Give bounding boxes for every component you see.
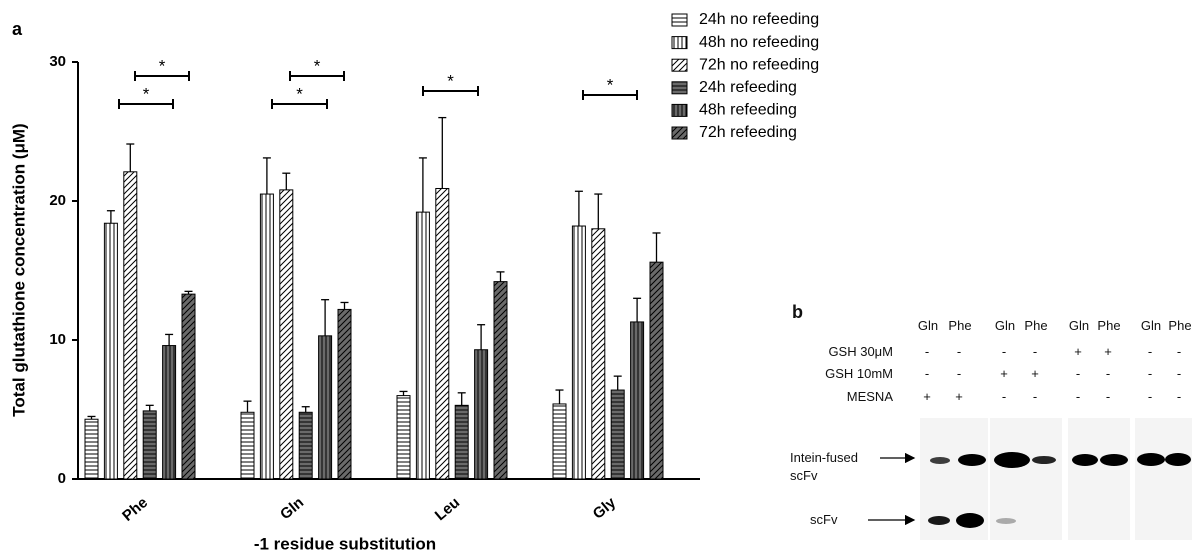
condition-mark: + [1072,344,1084,359]
condition-mark: - [921,366,933,381]
condition-mark: + [1029,366,1041,381]
condition-mark: + [953,389,965,404]
condition-mark: - [1173,344,1185,359]
lane-label: Gln [993,318,1017,333]
condition-mark: - [1144,344,1156,359]
lane-label: Phe [1097,318,1121,333]
lane-label: Gln [916,318,940,333]
lane-label: Phe [948,318,972,333]
condition-mark: - [1102,366,1114,381]
page: {"chart_data": {"type": "bar", "panel": … [0,0,1192,555]
lane-label: Gln [1139,318,1163,333]
condition-mark: - [1072,366,1084,381]
condition-mark: - [1102,389,1114,404]
condition-mark: + [998,366,1010,381]
blot-panel: b GlnPheGlnPheGlnPheGlnPheGSH 30μM----++… [0,0,1192,555]
condition-mark: + [1102,344,1114,359]
condition-mark: - [998,389,1010,404]
lane-label: Phe [1024,318,1048,333]
condition-mark: - [1173,389,1185,404]
condition-mark: - [1029,344,1041,359]
condition-mark: - [1072,389,1084,404]
band-label: scFv [810,512,837,527]
condition-mark: - [1144,389,1156,404]
condition-mark: - [921,344,933,359]
condition-label: MESNA [847,389,893,404]
condition-mark: - [953,366,965,381]
lane-label: Gln [1067,318,1091,333]
condition-mark: - [998,344,1010,359]
condition-mark: - [1173,366,1185,381]
condition-label: GSH 30μM [828,344,893,359]
band-label: Intein-fused scFv [790,449,880,485]
condition-mark: - [953,344,965,359]
condition-label: GSH 10mM [825,366,893,381]
condition-mark: - [1144,366,1156,381]
lane-label: Phe [1168,318,1192,333]
condition-mark: + [921,389,933,404]
arrows [0,0,1192,555]
condition-mark: - [1029,389,1041,404]
